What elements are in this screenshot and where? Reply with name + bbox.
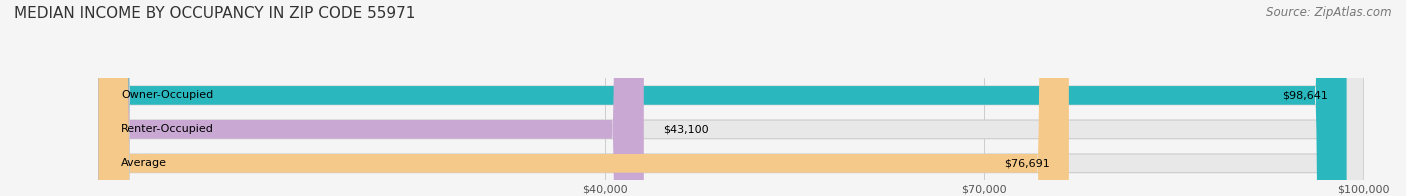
FancyBboxPatch shape xyxy=(98,0,1364,196)
FancyBboxPatch shape xyxy=(98,0,1347,196)
FancyBboxPatch shape xyxy=(98,0,644,196)
Text: Source: ZipAtlas.com: Source: ZipAtlas.com xyxy=(1267,6,1392,19)
FancyBboxPatch shape xyxy=(98,0,1069,196)
Text: $76,691: $76,691 xyxy=(1004,158,1050,168)
Text: Average: Average xyxy=(121,158,167,168)
Text: Renter-Occupied: Renter-Occupied xyxy=(121,124,214,134)
Text: Owner-Occupied: Owner-Occupied xyxy=(121,90,214,100)
Text: $98,641: $98,641 xyxy=(1282,90,1327,100)
Text: $43,100: $43,100 xyxy=(662,124,709,134)
FancyBboxPatch shape xyxy=(98,0,1364,196)
Text: MEDIAN INCOME BY OCCUPANCY IN ZIP CODE 55971: MEDIAN INCOME BY OCCUPANCY IN ZIP CODE 5… xyxy=(14,6,415,21)
FancyBboxPatch shape xyxy=(98,0,1364,196)
